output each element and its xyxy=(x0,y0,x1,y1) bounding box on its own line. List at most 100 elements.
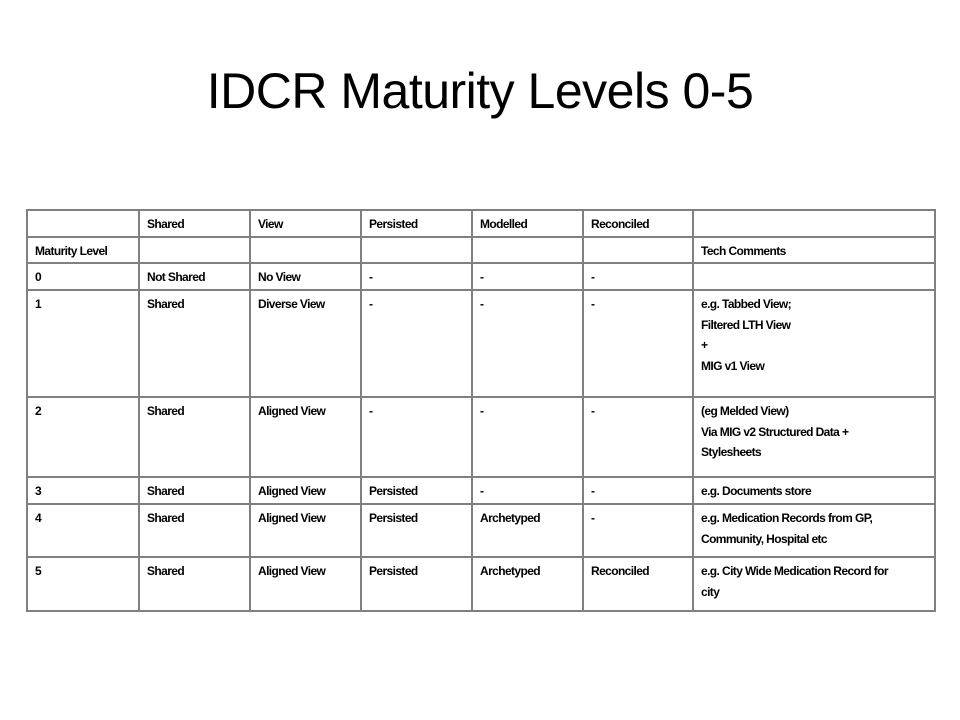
cell-text: Aligned View xyxy=(258,484,326,498)
cell-text: Community, Hospital etc xyxy=(701,531,828,546)
cell-text: Shared xyxy=(147,511,185,525)
cell-text: e.g. City Wide Medication Record for xyxy=(701,564,889,578)
cell-text: - xyxy=(480,297,484,311)
cell-text: Shared xyxy=(147,404,185,418)
cell-modelled: Archetyped xyxy=(471,556,584,612)
cell-text: Filtered LTH View xyxy=(701,317,791,332)
cell-text: Shared xyxy=(147,217,185,231)
cell-maturity-level: 1 xyxy=(26,289,140,398)
cell-tech-comments: e.g. Documents store xyxy=(692,476,936,505)
cell-view: View xyxy=(249,209,362,238)
cell-text: - xyxy=(591,297,595,311)
cell-persisted xyxy=(360,236,473,264)
cell-text: No View xyxy=(258,270,301,284)
cell-reconciled: - xyxy=(582,476,694,505)
cell-text: Reconciled xyxy=(591,217,650,231)
table-row: 4 Shared Aligned View Persisted Archetyped - e… xyxy=(26,503,936,558)
cell-persisted: Persisted xyxy=(360,503,473,558)
table-row: Maturity Level Tech Comments xyxy=(26,236,936,264)
cell-text: - xyxy=(369,297,373,311)
cell-tech-comments: (eg Melded View) Via MIG v2 Structured Da… xyxy=(692,396,936,478)
cell-reconciled: - xyxy=(582,262,694,291)
cell-text: - xyxy=(480,404,484,418)
cell-text: e.g. Documents store xyxy=(701,484,812,498)
cell-modelled: Modelled xyxy=(471,209,584,238)
cell-shared: Shared xyxy=(138,476,251,505)
maturity-table: Shared View Persisted Modelled Reconciled Mat… xyxy=(26,209,936,612)
cell-text: - xyxy=(591,484,595,498)
cell-text: Shared xyxy=(147,297,185,311)
cell-maturity-level: 3 xyxy=(26,476,140,505)
cell-text: Persisted xyxy=(369,484,418,498)
cell-maturity-level: Maturity Level xyxy=(26,236,140,264)
cell-text: MIG v1 View xyxy=(701,358,765,373)
cell-text: - xyxy=(591,270,595,284)
cell-view: No View xyxy=(249,262,362,291)
cell-tech-comments: e.g. Tabbed View; Filtered LTH View + MIG v… xyxy=(692,289,936,398)
cell-maturity-level: 2 xyxy=(26,396,140,478)
cell-text: 4 xyxy=(35,511,42,525)
cell-text: Stylesheets xyxy=(701,445,762,459)
cell-text: - xyxy=(480,484,484,498)
cell-persisted: - xyxy=(360,396,473,478)
cell-reconciled: Reconciled xyxy=(582,209,694,238)
cell-text: 2 xyxy=(35,404,42,418)
cell-text: - xyxy=(369,404,373,418)
cell-text: Tech Comments xyxy=(701,244,786,258)
cell-text: Aligned View xyxy=(258,404,326,418)
cell-text: - xyxy=(591,511,595,525)
table-row: 3 Shared Aligned View Persisted - - e.g. Docum… xyxy=(26,476,936,505)
cell-tech-comments: e.g. Medication Records from GP, Communit… xyxy=(692,503,936,558)
cell-reconciled: - xyxy=(582,289,694,398)
cell-view: Diverse View xyxy=(249,289,362,398)
cell-tech-comments xyxy=(692,262,936,291)
cell-persisted: Persisted xyxy=(360,209,473,238)
cell-view: Aligned View xyxy=(249,476,362,505)
cell-reconciled xyxy=(582,236,694,264)
cell-text: Aligned View xyxy=(258,511,326,525)
table-row: 2 Shared Aligned View - - - (eg Melded View) Vi… xyxy=(26,396,936,478)
cell-modelled: Archetyped xyxy=(471,503,584,558)
cell-text: Not Shared xyxy=(147,270,206,284)
cell-text: 5 xyxy=(35,564,42,578)
cell-shared: Shared xyxy=(138,209,251,238)
cell-text: e.g. Tabbed View; xyxy=(701,297,792,311)
cell-persisted: - xyxy=(360,289,473,398)
cell-text: Archetyped xyxy=(480,564,541,578)
cell-modelled: - xyxy=(471,289,584,398)
cell-modelled: - xyxy=(471,262,584,291)
slide-title: IDCR Maturity Levels 0-5 xyxy=(206,63,754,119)
cell-text: - xyxy=(591,404,595,418)
cell-reconciled: - xyxy=(582,396,694,478)
cell-modelled: - xyxy=(471,476,584,505)
cell-maturity-level: 5 xyxy=(26,556,140,612)
cell-shared xyxy=(138,236,251,264)
cell-view xyxy=(249,236,362,264)
cell-text: Aligned View xyxy=(258,564,326,578)
cell-text: - xyxy=(480,270,484,284)
cell-text: Modelled xyxy=(480,217,528,231)
cell-text: Archetyped xyxy=(480,511,541,525)
cell-text: Diverse View xyxy=(258,297,325,311)
cell-modelled: - xyxy=(471,396,584,478)
cell-maturity-level: 4 xyxy=(26,503,140,558)
cell-text: - xyxy=(369,270,373,284)
cell-text: (eg Melded View) xyxy=(701,404,789,418)
cell-shared: Shared xyxy=(138,289,251,398)
cell-text: Via MIG v2 Structured Data + xyxy=(701,424,849,439)
cell-tech-comments: Tech Comments xyxy=(692,236,936,264)
cell-view: Aligned View xyxy=(249,503,362,558)
cell-text: + xyxy=(701,338,708,352)
table-row: 1 Shared Diverse View - - - e.g. Tabbed View; F… xyxy=(26,289,936,398)
cell-shared: Shared xyxy=(138,503,251,558)
cell-reconciled: - xyxy=(582,503,694,558)
cell-modelled xyxy=(471,236,584,264)
cell-text: Persisted xyxy=(369,217,418,231)
cell-text: Shared xyxy=(147,484,185,498)
cell-persisted: Persisted xyxy=(360,556,473,612)
table-row: 0 Not Shared No View - - - xyxy=(26,262,936,291)
cell-text: 3 xyxy=(35,484,42,498)
table-row: 5 Shared Aligned View Persisted Archetyped Re… xyxy=(26,556,936,612)
cell-maturity-level xyxy=(26,209,140,238)
cell-tech-comments xyxy=(692,209,936,238)
